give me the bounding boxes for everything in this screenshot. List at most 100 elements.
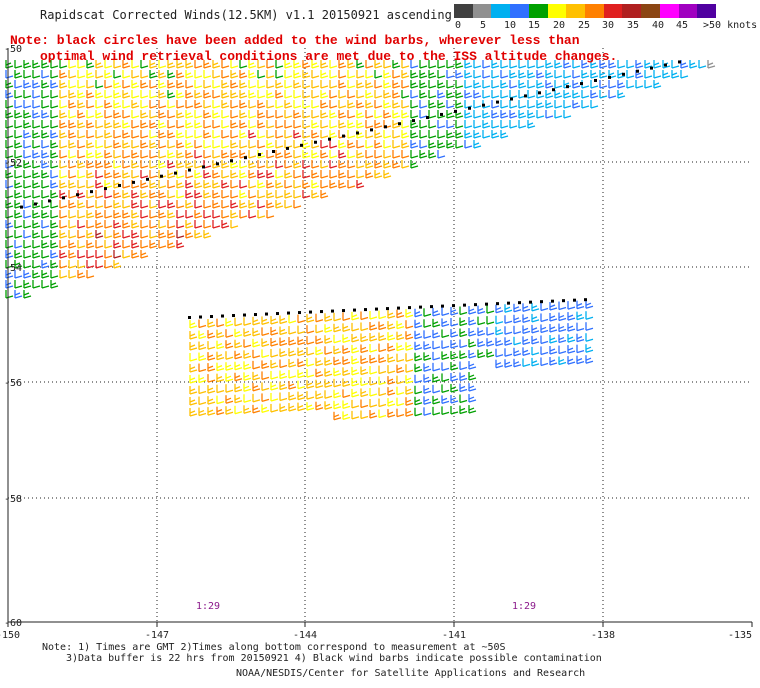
- wind-barb: [266, 210, 275, 219]
- wind-barb: [333, 334, 342, 344]
- wind-barb: [347, 180, 356, 189]
- wind-barb: [500, 110, 509, 119]
- wind-barb: [194, 210, 203, 219]
- wind-barb: [306, 358, 315, 367]
- wind-barb: [32, 80, 41, 89]
- wind-barb: [410, 100, 419, 109]
- wind-barb: [500, 70, 509, 79]
- wind-barb: [311, 100, 320, 109]
- wind-barb: [522, 314, 531, 323]
- wind-barb: [68, 130, 77, 139]
- wind-barb: [401, 120, 410, 129]
- wind-barb: [270, 315, 279, 325]
- wind-barb: [351, 322, 360, 332]
- wind-barb: [468, 372, 477, 381]
- wind-barb: [167, 230, 176, 239]
- wind-barb: [275, 100, 284, 109]
- legend-label: 30: [602, 20, 615, 31]
- wind-barb: [59, 210, 68, 219]
- wind-barb: [14, 210, 23, 219]
- wind-barb: [320, 130, 329, 139]
- wind-barb: [446, 80, 455, 89]
- wind-barb: [360, 311, 369, 321]
- wind-barb: [50, 80, 59, 89]
- wind-barb: [311, 180, 320, 189]
- wind-barb: [248, 150, 257, 159]
- wind-barb: [378, 376, 387, 386]
- wind-barb: [68, 240, 77, 249]
- time-label-left: 1:29: [196, 601, 220, 612]
- wind-barb: [576, 311, 585, 321]
- contamination-marker: [20, 205, 23, 209]
- wind-barb: [176, 210, 185, 219]
- wind-barb: [234, 339, 243, 349]
- wind-barb: [369, 410, 378, 419]
- wind-barb: [401, 80, 410, 89]
- wind-barb: [131, 110, 140, 119]
- wind-barb: [243, 350, 252, 359]
- x-tick-label: -135: [728, 630, 752, 641]
- wind-barb: [356, 110, 365, 119]
- wind-barb: [158, 80, 167, 89]
- wind-barb: [284, 140, 293, 149]
- wind-barb: [41, 130, 50, 139]
- wind-barb: [599, 60, 608, 69]
- contamination-marker: [272, 150, 275, 153]
- wind-barb: [266, 200, 275, 209]
- wind-barb: [392, 80, 401, 89]
- wind-barb: [50, 190, 59, 199]
- wind-barb: [198, 330, 207, 340]
- wind-barb: [351, 344, 360, 354]
- wind-barb: [270, 392, 279, 402]
- wind-barb: [221, 130, 230, 139]
- contamination-marker: [314, 140, 317, 144]
- wind-barb: [414, 352, 423, 362]
- wind-barb: [68, 250, 77, 259]
- wind-barb: [140, 240, 149, 249]
- wind-barb: [95, 80, 104, 89]
- contamination-marker: [452, 304, 455, 308]
- wind-barb: [374, 80, 383, 89]
- legend-swatch: [528, 4, 548, 18]
- wind-barb: [41, 280, 50, 289]
- wind-barb: [5, 160, 14, 169]
- wind-barb: [203, 80, 212, 89]
- legend-swatch: [547, 4, 567, 18]
- wind-barb: [576, 344, 585, 354]
- wind-barb: [122, 170, 131, 179]
- wind-barb: [68, 90, 77, 99]
- wind-barb: [225, 395, 234, 404]
- contamination-marker: [342, 309, 345, 313]
- wind-barb: [234, 372, 243, 382]
- wind-barb: [351, 399, 360, 409]
- wind-barb: [122, 210, 131, 219]
- contamination-marker: [76, 193, 79, 197]
- wind-barb: [50, 210, 59, 219]
- wind-barb: [320, 110, 329, 119]
- wind-barb: [459, 317, 468, 327]
- wind-barb: [221, 110, 230, 119]
- wind-barb: [239, 140, 248, 149]
- contamination-marker: [551, 299, 554, 303]
- wind-barb: [347, 60, 356, 69]
- wind-barb: [23, 250, 32, 259]
- wind-barb: [342, 323, 351, 332]
- wind-barb: [626, 70, 635, 79]
- wind-barb: [68, 60, 77, 69]
- wind-barb: [212, 130, 221, 139]
- wind-barb: [585, 300, 594, 309]
- wind-barb: [293, 180, 302, 189]
- wind-barb: [374, 90, 383, 99]
- wind-barb: [68, 230, 77, 239]
- wind-barb: [698, 60, 707, 69]
- wind-barb: [585, 322, 594, 331]
- wind-barb: [527, 60, 536, 69]
- wind-barb: [23, 260, 32, 269]
- wind-barb: [567, 312, 576, 321]
- wind-barb: [149, 180, 158, 189]
- wind-barb: [540, 335, 549, 345]
- y-tick-label: -54: [4, 263, 22, 274]
- wind-barb: [239, 120, 248, 129]
- legend-swatch: [585, 4, 604, 18]
